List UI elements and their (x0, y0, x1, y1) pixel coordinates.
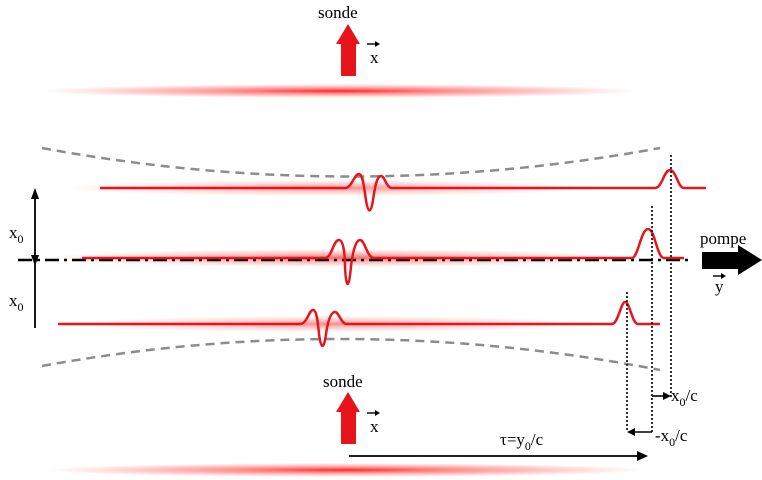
plus-x0c-arrow-head (663, 392, 671, 400)
pump-arrow-body (702, 252, 740, 269)
probe-beam-bottom (45, 463, 645, 477)
pump-label: pompe (700, 229, 746, 248)
probe-arrow-bottom-head (336, 392, 360, 412)
beam-glow-lower (60, 316, 600, 332)
x0-axis-arrow-up (31, 188, 39, 199)
x0-label-upper: x0 (9, 223, 24, 246)
vec-x-top-head (375, 41, 380, 47)
probe-beam-top (40, 84, 640, 98)
pump-axis-label: y (715, 277, 724, 296)
probe-arrow-top-body (341, 42, 356, 76)
beam-glow-middle (40, 249, 640, 267)
x0-axis-arrow-down (31, 255, 39, 266)
probe-arrow-bottom-body (341, 410, 356, 444)
minus-x0c-arrow-head (627, 428, 635, 436)
beam-envelope-top (41, 146, 661, 178)
pulse-line-lower (58, 300, 660, 348)
vec-y-head (721, 273, 726, 279)
tau-label: τ=y0/c (500, 430, 544, 453)
probe-arrow-top-head (336, 24, 360, 44)
probe-label-bottom: sonde (323, 372, 363, 391)
probe-axis-label-top: x (370, 48, 379, 67)
pump-arrow-head (738, 245, 762, 275)
minus-x0c-label: -x0/c (655, 426, 688, 449)
x0-label-lower: x0 (9, 291, 24, 314)
tau-arrow-head (637, 451, 648, 461)
plus-x0c-label: x0/c (671, 386, 698, 409)
pulse-line-middle (82, 227, 684, 286)
pulse-line-upper (100, 168, 706, 212)
probe-label-top: sonde (318, 3, 358, 22)
beam-envelope-bottom (41, 337, 661, 372)
probe-axis-label-bottom: x (370, 417, 379, 436)
vec-x-bottom-head (375, 410, 380, 416)
